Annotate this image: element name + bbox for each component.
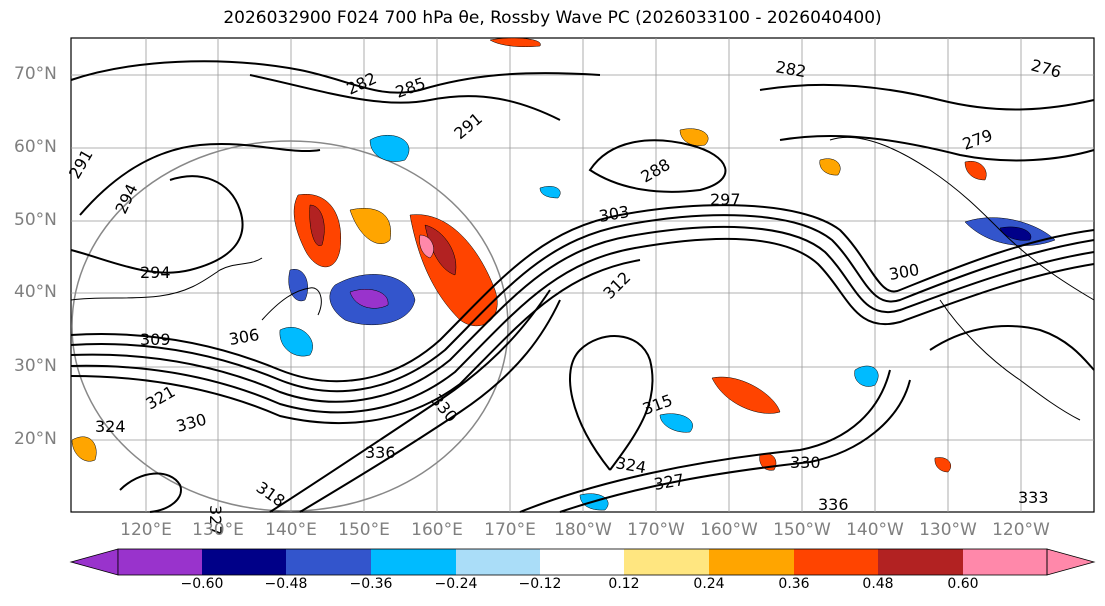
- contour-label: 336: [365, 443, 396, 462]
- contour-label: 297: [710, 190, 741, 209]
- colorbar-bin: [540, 549, 624, 575]
- lon-label: 130°E: [192, 520, 244, 540]
- lat-label: 70°N: [14, 64, 57, 84]
- colorbar-tick-label: 0.36: [778, 576, 810, 592]
- lon-label: 120°W: [992, 520, 1050, 540]
- colorbar-tick-label: 0.24: [693, 576, 725, 592]
- colorbar-under-extension: [69, 548, 119, 576]
- lon-label: 180°W: [554, 520, 612, 540]
- map-title: 2026032900 F024 700 hPa θe, Rossby Wave …: [223, 8, 882, 28]
- lon-label: 130°W: [919, 520, 977, 540]
- contour-label: 327: [206, 505, 225, 536]
- colorbar-tick-label: 0.60: [947, 576, 979, 592]
- colorbar-bin: [878, 549, 963, 575]
- colorbar-tick-label: −0.60: [180, 576, 224, 592]
- map-frame: [70, 37, 1095, 513]
- colorbar-bin: [794, 549, 878, 575]
- contour-label: 294: [140, 263, 171, 282]
- anomaly-shading: [71, 37, 1056, 511]
- lon-label: 170°E: [484, 520, 536, 540]
- colorbar-tick-label: −0.48: [264, 576, 308, 592]
- lat-label: 30°N: [14, 356, 57, 376]
- lon-label: 150°W: [773, 520, 831, 540]
- colorbar: [69, 548, 1096, 576]
- lon-label: 150°E: [338, 520, 390, 540]
- colorbar-tick-label: 0.48: [862, 576, 894, 592]
- lon-label: 160°W: [700, 520, 758, 540]
- colorbar-bin: [202, 549, 286, 575]
- colorbar-over-extension: [1046, 548, 1096, 576]
- lon-label: 170°W: [627, 520, 685, 540]
- contour-label: 324: [95, 417, 126, 436]
- lat-label: 20°N: [14, 429, 57, 449]
- coastlines: [70, 136, 1095, 421]
- colorbar-bin: [286, 549, 371, 575]
- lon-label: 160°E: [411, 520, 463, 540]
- colorbar-bin: [624, 549, 709, 575]
- colorbar-tick-label: 0.12: [608, 576, 640, 592]
- colorbar-bin: [118, 549, 202, 575]
- colorbar-bin: [963, 549, 1047, 575]
- analysis-circle: [71, 140, 509, 512]
- colorbar-bin: [709, 549, 794, 575]
- lon-label: 120°E: [120, 520, 172, 540]
- colorbar-tick-label: −0.12: [518, 576, 562, 592]
- contour-label: 330: [790, 453, 821, 472]
- colorbar-tick-label: −0.24: [434, 576, 478, 592]
- lat-label: 50°N: [14, 210, 57, 230]
- theta-e-contours: [70, 60, 1095, 513]
- lat-label: 60°N: [14, 137, 57, 157]
- lon-label: 140°W: [846, 520, 904, 540]
- colorbar-bin: [371, 549, 456, 575]
- colorbar-outline: [117, 548, 1048, 576]
- colorbar-tick-label: −0.36: [349, 576, 393, 592]
- colorbar-bin: [456, 549, 540, 575]
- contour-label: 333: [1018, 488, 1049, 507]
- contour-label: 309: [140, 330, 171, 349]
- lat-label: 40°N: [14, 282, 57, 302]
- lon-label: 140°E: [265, 520, 317, 540]
- contour-label: 336: [818, 495, 849, 514]
